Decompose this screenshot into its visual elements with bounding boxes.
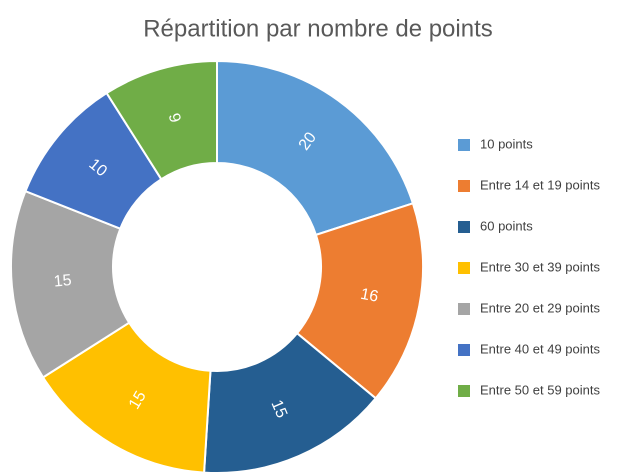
data-label: 16 — [359, 286, 380, 306]
legend-label: Entre 50 et 59 points — [480, 382, 600, 397]
legend-label: Entre 14 et 19 points — [480, 177, 600, 192]
legend-swatch — [458, 385, 470, 397]
slice — [203, 331, 378, 474]
data-label: 15 — [267, 398, 290, 421]
slice — [41, 321, 212, 474]
legend-label: 10 points — [480, 136, 533, 151]
slice — [295, 202, 424, 400]
legend-label: Entre 40 et 49 points — [480, 341, 600, 356]
legend-swatch — [458, 221, 470, 233]
legend-label: 60 points — [480, 218, 533, 233]
slice — [105, 59, 218, 181]
legend-label: Entre 20 et 29 points — [480, 300, 600, 315]
legend-label: Entre 30 et 39 points — [480, 259, 600, 274]
legend-swatch — [458, 344, 470, 356]
legend-swatch — [458, 303, 470, 315]
legend-swatch — [458, 180, 470, 192]
data-label: 15 — [126, 388, 150, 412]
slice — [10, 189, 131, 379]
slice — [216, 59, 415, 237]
legend-swatch — [458, 262, 470, 274]
data-label: 15 — [53, 272, 72, 291]
legend-swatch — [458, 139, 470, 151]
chart-title: Répartition par nombre de points — [143, 15, 493, 42]
